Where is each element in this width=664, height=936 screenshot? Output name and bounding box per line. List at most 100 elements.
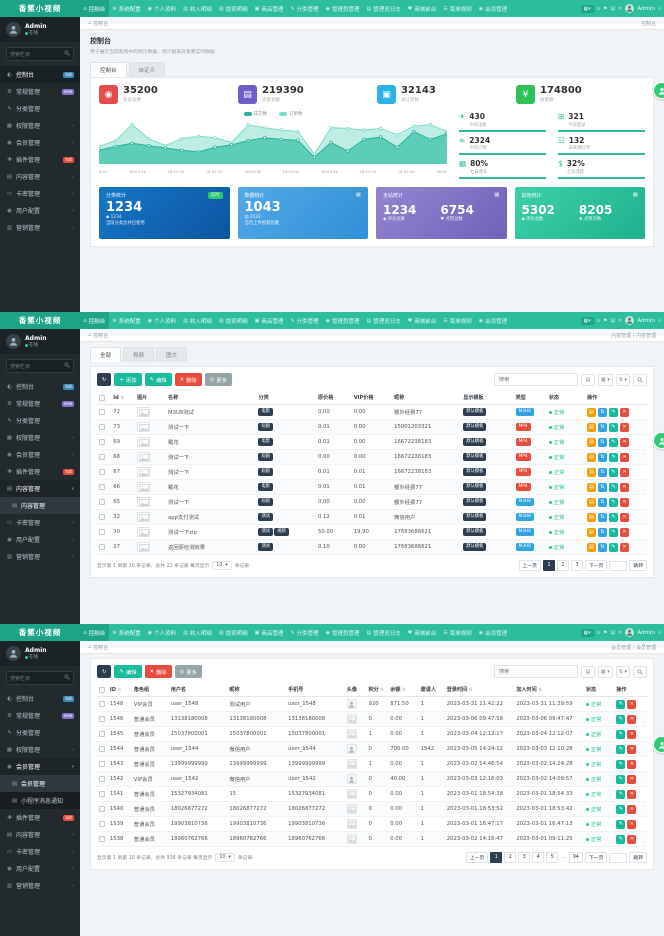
sidebar-item[interactable]: ✎ 分类管理: [0, 724, 80, 741]
prev-page-button[interactable]: 上一页: [518, 560, 541, 571]
detail-button[interactable]: ▤: [587, 437, 597, 447]
topnav-item[interactable]: ⌂ 控制台: [80, 624, 109, 641]
columns-dropdown[interactable]: ▦ ▾: [597, 665, 613, 678]
page-button-4[interactable]: 4: [532, 852, 545, 863]
sidebar-item[interactable]: ◉ 用户配置 ‹: [0, 202, 80, 219]
jump-page-input[interactable]: [609, 852, 628, 863]
sidebar-profile[interactable]: Admin 在线: [0, 641, 80, 666]
topnav-item[interactable]: ▥ 提现明细: [215, 0, 251, 17]
prev-page-button[interactable]: 上一页: [465, 852, 489, 863]
column-header[interactable]: 登录时间 ⇅: [444, 683, 515, 697]
sidebar-item[interactable]: ▤ 内容管理 ‹: [0, 168, 80, 185]
page-button-3[interactable]: 3: [570, 560, 583, 571]
detail-button[interactable]: ▤: [587, 452, 597, 462]
page-button-3[interactable]: 3: [518, 852, 531, 863]
sidebar-item[interactable]: ◉ 用户配置 ‹: [0, 531, 80, 548]
page-button-1[interactable]: 1: [542, 560, 555, 571]
table-row[interactable]: 72 M3U8测试 电影 0.00 0.00 额外经费77 默认模板 M3U8 正常 ▤ ⇅ ✎ ✕: [97, 404, 647, 420]
detail-button[interactable]: ▤: [587, 497, 597, 507]
tabs-dropdown[interactable]: ▦▾: [580, 628, 594, 637]
clipboard-button[interactable]: ▤: [580, 373, 595, 386]
topnav-item[interactable]: ◉ 个人资料: [144, 624, 179, 641]
sidebar-item[interactable]: ▥ 营销管理 ‹: [0, 219, 80, 236]
edit-button[interactable]: ✎: [609, 437, 619, 447]
admin-avatar[interactable]: [625, 4, 635, 13]
menu-search-input[interactable]: 搜索栏目: [6, 671, 74, 685]
table-row[interactable]: 67 测试一下 短剧 0.01 0.01 16672238183 默认模板 MP4 正常 ▤ ⇅ ✎ ✕: [97, 464, 647, 480]
select-all-checkbox[interactable]: [99, 686, 105, 693]
edit-button[interactable]: ✎: [616, 804, 626, 814]
topnav-item[interactable]: ▥ 收入明细: [180, 0, 216, 17]
delete-button[interactable]: ✕: [627, 804, 637, 814]
topnav-item[interactable]: ◉ 会员管理: [475, 624, 510, 641]
page-size-select[interactable]: 10 ▾: [212, 561, 232, 570]
close-icon[interactable]: ✕: [618, 629, 623, 636]
table-row[interactable]: 73 测试一下 短剧 0.01 0.00 15001203321 默认模板 MP4 正常 ▤ ⇅ ✎ ✕: [97, 419, 647, 435]
sidebar-subitem[interactable]: ▤ 小程序消息通知: [0, 792, 80, 809]
table-row[interactable]: 1543 普通会员 13999999999 13999999999 1399999999…: [97, 756, 647, 772]
row-checkbox[interactable]: [99, 469, 105, 475]
topnav-item[interactable]: ▥ 提现明细: [215, 312, 251, 329]
next-page-button[interactable]: 下一页: [584, 560, 608, 571]
sidebar-item[interactable]: ▤ 内容管理 ▾: [0, 480, 80, 497]
admin-name[interactable]: Admin: [637, 317, 655, 324]
sidebar-item[interactable]: ⚙ 常规管理 new: [0, 395, 80, 412]
legend-item[interactable]: 成交数: [243, 111, 267, 117]
search-input[interactable]: [493, 665, 578, 678]
row-checkbox[interactable]: [99, 529, 105, 535]
admin-name[interactable]: Admin: [637, 629, 655, 636]
topnav-item[interactable]: ▣ 商品管理: [251, 624, 287, 641]
edit-button[interactable]: ✎: [616, 819, 626, 829]
row-checkbox[interactable]: [99, 424, 105, 430]
delete-button[interactable]: ✕: [620, 512, 630, 522]
row-checkbox[interactable]: [99, 746, 105, 752]
page-size-select[interactable]: 10 ▾: [215, 853, 235, 862]
delete-button[interactable]: ✕: [627, 759, 637, 769]
tab-视频[interactable]: 视频: [123, 347, 155, 362]
sort-button[interactable]: ⇅: [598, 527, 608, 537]
sort-dropdown[interactable]: ⇅ ▾: [615, 665, 630, 678]
row-checkbox[interactable]: [99, 776, 105, 782]
table-row[interactable]: 68 测试一下 短剧 0.00 0.00 16672238183 默认模板 MP4 正常 ▤ ⇅ ✎ ✕: [97, 449, 647, 465]
topnav-item[interactable]: ◉ 会员管理: [475, 0, 510, 17]
edit-button[interactable]: ✎: [609, 512, 619, 522]
delete-button[interactable]: ✕: [627, 819, 637, 829]
sidebar-item[interactable]: ◐ 控制台 hot: [0, 66, 80, 83]
topnav-item[interactable]: ♥ 商城前台: [404, 0, 440, 17]
sidebar-item[interactable]: ▥ 营销管理 ‹: [0, 877, 80, 894]
更多-button[interactable]: ◎ 更多: [174, 665, 202, 678]
delete-button[interactable]: ✕: [620, 527, 630, 537]
table-row[interactable]: 1538 普通会员 18960762766 18960762766 1896076276…: [97, 831, 647, 847]
sort-button[interactable]: ⇅: [598, 422, 608, 432]
edit-button[interactable]: ✎: [609, 497, 619, 507]
sidebar-item[interactable]: ▭ 卡密管理 ‹: [0, 185, 80, 202]
topnav-item[interactable]: ◉ 个人资料: [144, 0, 179, 17]
select-all-checkbox[interactable]: [99, 394, 105, 401]
table-row[interactable]: 1544 普通会员 user_1544 微信用户 user_1544 0 700.00 154…: [97, 741, 647, 757]
edit-button[interactable]: ✎: [609, 542, 619, 552]
topnav-item[interactable]: ☰ 菜单规则: [440, 0, 476, 17]
topnav-item[interactable]: ✎ 分类管理: [287, 312, 322, 329]
table-row[interactable]: 65 测试一下 短剧 0.00 0.00 额外经费77 默认模板 M3U8 正常 ▤ ⇅ ✎ ✕: [97, 494, 647, 510]
sort-button[interactable]: ⇅: [598, 407, 608, 417]
clipboard-button[interactable]: ▤: [580, 665, 595, 678]
tab-图文[interactable]: 图文: [156, 347, 188, 362]
next-page-button[interactable]: 下一页: [584, 852, 608, 863]
更多-button[interactable]: ◎ 更多: [204, 373, 232, 386]
support-bubble[interactable]: [653, 82, 664, 99]
sidebar-item[interactable]: ▦ 权限管理 ‹: [0, 741, 80, 758]
sidebar-item[interactable]: ◐ 控制台 hot: [0, 378, 80, 395]
row-checkbox[interactable]: [99, 409, 105, 415]
jump-page-input[interactable]: [609, 560, 628, 571]
table-row[interactable]: 1540 普通会员 18026877272 18026877272 1802687727…: [97, 801, 647, 817]
home-icon[interactable]: ⌂: [596, 5, 600, 12]
detail-button[interactable]: ▤: [587, 467, 597, 477]
search-input[interactable]: [493, 373, 578, 386]
delete-button[interactable]: ✕: [627, 714, 637, 724]
topnav-item[interactable]: ⚙ 系统配置: [109, 624, 145, 641]
topnav-item[interactable]: ◉ 会员管理: [475, 312, 510, 329]
topnav-item[interactable]: ⚙ 系统配置: [109, 0, 145, 17]
sidebar-item[interactable]: ▦ 权限管理 ‹: [0, 429, 80, 446]
topnav-item[interactable]: ▥ 提现明细: [215, 624, 251, 641]
sidebar-item[interactable]: ✎ 分类管理: [0, 100, 80, 117]
